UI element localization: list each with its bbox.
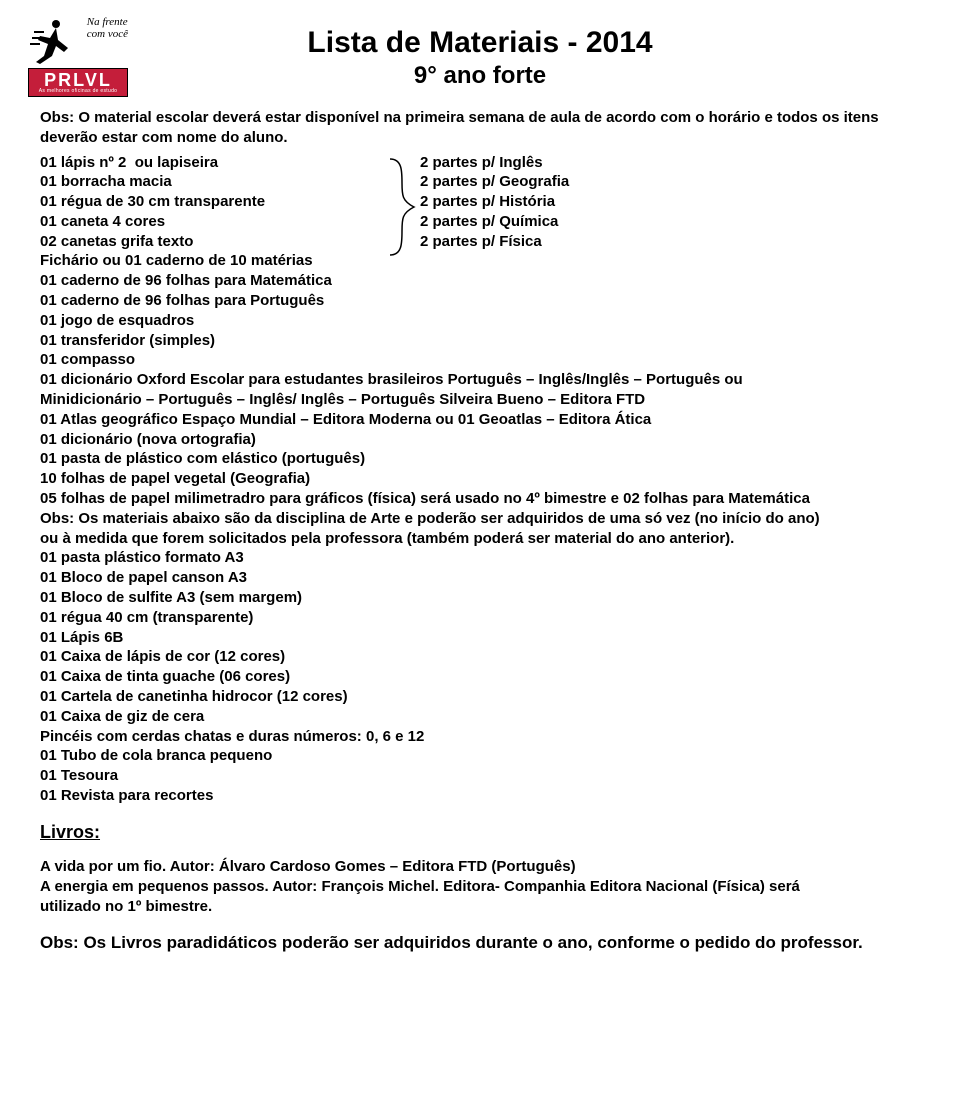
list-item: 01 dicionário (nova ortografia): [40, 430, 920, 450]
list-item: 01 jogo de esquadros: [40, 311, 920, 331]
final-observation: Obs: Os Livros paradidáticos poderão ser…: [40, 932, 920, 954]
runner-icon: [30, 18, 72, 66]
list-item: 05 folhas de papel milimetradro para grá…: [40, 489, 920, 509]
book-line: A energia em pequenos passos. Autor: Fra…: [40, 877, 920, 897]
logo-slogan-line2: com você: [87, 28, 128, 40]
books-heading: Livros:: [40, 822, 920, 843]
logo-slogan-line1: Na frente: [87, 16, 128, 28]
list-item: 01 caderno de 96 folhas para Matemática: [40, 271, 920, 291]
list-item: 2 partes p/ Química: [420, 212, 569, 232]
logo-brand-box: PRLVL As melhores oficinas de estudo: [28, 68, 128, 97]
list-item: 01 Tesoura: [40, 766, 920, 786]
list-item: Pincéis com cerdas chatas e duras número…: [40, 727, 920, 747]
books-list: A vida por um fio. Autor: Álvaro Cardoso…: [40, 857, 920, 918]
list-item: 01 Lápis 6B: [40, 628, 920, 648]
list-item: 01 caderno de 96 folhas para Português: [40, 291, 920, 311]
list-item: 01 pasta plástico formato A3: [40, 548, 920, 568]
list-item: 01 pasta de plástico com elástico (portu…: [40, 449, 920, 469]
list-item: 01 dicionário Oxford Escolar para estuda…: [40, 370, 920, 390]
list-item: 2 partes p/ História: [420, 192, 569, 212]
logo-tagline: As melhores oficinas de estudo: [31, 89, 125, 96]
list-item: 01 transferidor (simples): [40, 331, 920, 351]
document-page: Na frente com você PRLVL As melhores ofi…: [0, 0, 960, 984]
logo-top-row: Na frente com você: [28, 16, 128, 68]
logo-brand-text: PRLVL: [31, 71, 125, 89]
brace-icon: [388, 155, 416, 259]
list-item: 2 partes p/ Física: [420, 232, 569, 252]
list-item: 01 Caixa de tinta guache (06 cores): [40, 667, 920, 687]
list-item: Fichário ou 01 caderno de 10 matérias: [40, 251, 920, 271]
book-line: A vida por um fio. Autor: Álvaro Cardoso…: [40, 857, 920, 877]
materials-two-column: 01 lápis nº 2 ou lapiseira 01 borracha m…: [40, 153, 920, 371]
list-item: 01 Caixa de giz de cera: [40, 707, 920, 727]
list-item: Minidicionário – Português – Inglês/ Ing…: [40, 390, 920, 410]
list-item: 10 folhas de papel vegetal (Geografia): [40, 469, 920, 489]
intro-paragraph: Obs: O material escolar deverá estar dis…: [40, 108, 920, 149]
materials-right-list: 2 partes p/ Inglês 2 partes p/ Geografia…: [420, 153, 569, 252]
list-item: 01 Bloco de papel canson A3: [40, 568, 920, 588]
school-logo: Na frente com você PRLVL As melhores ofi…: [28, 16, 128, 97]
logo-slogan: Na frente com você: [87, 16, 128, 40]
list-item: ou à medida que forem solicitados pela p…: [40, 529, 920, 549]
list-item: 01 Bloco de sulfite A3 (sem margem): [40, 588, 920, 608]
list-item: Obs: Os materiais abaixo são da discipli…: [40, 509, 920, 529]
list-item: 01 Cartela de canetinha hidrocor (12 cor…: [40, 687, 920, 707]
list-item: 01 régua 40 cm (transparente): [40, 608, 920, 628]
list-item: 01 Revista para recortes: [40, 786, 920, 806]
list-item: 2 partes p/ Geografia: [420, 172, 569, 192]
book-line: utilizado no 1º bimestre.: [40, 897, 920, 917]
materials-block-2: 01 dicionário Oxford Escolar para estuda…: [40, 370, 920, 806]
list-item: 01 Atlas geográfico Espaço Mundial – Edi…: [40, 410, 920, 430]
list-item: 01 compasso: [40, 350, 920, 370]
page-title: Lista de Materiais - 2014: [40, 26, 920, 60]
page-subtitle: 9° ano forte: [40, 62, 920, 90]
list-item: 01 Tubo de cola branca pequeno: [40, 746, 920, 766]
list-item: 2 partes p/ Inglês: [420, 153, 569, 173]
list-item: 01 Caixa de lápis de cor (12 cores): [40, 647, 920, 667]
title-block: Lista de Materiais - 2014 9° ano forte: [40, 26, 920, 90]
